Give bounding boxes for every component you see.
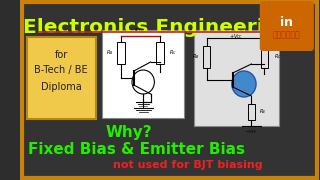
- Bar: [194, 30, 279, 126]
- Text: Fixed Bias & Emitter Bias: Fixed Bias & Emitter Bias: [28, 142, 244, 157]
- Bar: [102, 30, 184, 118]
- Text: for: for: [54, 50, 68, 60]
- Text: മലയാളം: മലയാളം: [273, 30, 301, 39]
- Text: $R_B$: $R_B$: [192, 53, 199, 61]
- Text: $R_B$: $R_B$: [106, 49, 113, 57]
- Text: Diploma: Diploma: [41, 82, 82, 92]
- Text: not used for BJT biasing: not used for BJT biasing: [113, 160, 263, 170]
- Text: $+V_{CC}$: $+V_{CC}$: [229, 32, 244, 41]
- FancyBboxPatch shape: [260, 1, 314, 51]
- Text: $+V_{CC}$: $+V_{CC}$: [133, 25, 148, 34]
- Text: $R_C$: $R_C$: [169, 49, 177, 57]
- Bar: [117, 42, 124, 64]
- FancyBboxPatch shape: [27, 37, 96, 119]
- Text: Electronics Engineering: Electronics Engineering: [23, 18, 293, 37]
- Text: in: in: [280, 16, 293, 29]
- Circle shape: [132, 70, 154, 94]
- Bar: [248, 104, 255, 120]
- Circle shape: [232, 71, 256, 97]
- Bar: [156, 42, 164, 64]
- Text: $-V_{EE}$: $-V_{EE}$: [245, 128, 257, 136]
- Text: Why?: Why?: [106, 125, 153, 140]
- Text: $R_C$: $R_C$: [274, 53, 282, 61]
- Bar: [261, 46, 268, 68]
- Text: $R_E$: $R_E$: [259, 108, 266, 116]
- Bar: [203, 46, 210, 68]
- Text: B-Tech / BE: B-Tech / BE: [34, 65, 88, 75]
